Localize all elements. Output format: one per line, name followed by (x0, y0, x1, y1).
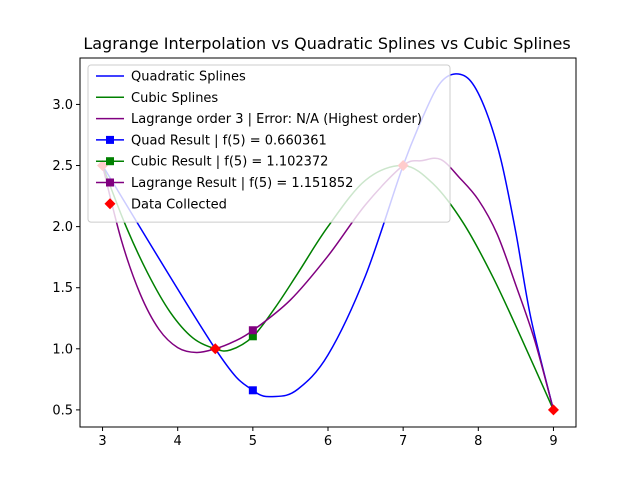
legend-label-quad-result: Quad Result | f(5) = 0.660361 (131, 133, 327, 148)
legend-label-lagrange-order-3: Lagrange order 3 | Error: N/A (Highest o… (131, 112, 422, 127)
data-point-1 (209, 343, 221, 355)
legend-label-data-collected: Data Collected (131, 197, 227, 212)
x-tick-label-2: 5 (249, 434, 257, 449)
y-tick-label-3: 2.0 (52, 220, 73, 235)
legend-marker-quad-result (106, 135, 114, 144)
y-tick-label-0: 0.5 (52, 403, 73, 418)
chart-title: Lagrange Interpolation vs Quadratic Spli… (83, 34, 570, 53)
x-tick-label-0: 3 (98, 434, 106, 449)
x-tick-label-5: 8 (474, 434, 482, 449)
data-point-3 (547, 404, 559, 416)
legend-label-cubic-result: Cubic Result | f(5) = 1.102372 (131, 155, 328, 170)
result-marker-cubic (248, 332, 257, 341)
legend-label-cubic-splines: Cubic Splines (131, 91, 218, 106)
x-tick-label-3: 6 (324, 434, 332, 449)
series-line-lagrange-order-3 (101, 157, 555, 411)
legend-marker-cubic-result (106, 157, 114, 166)
legend-label-quadratic-splines: Quadratic Splines (131, 70, 246, 85)
result-marker-lagrange (248, 326, 257, 335)
y-tick-label-4: 2.5 (52, 159, 73, 174)
legend-label-lagrange-result: Lagrange Result | f(5) = 1.151852 (131, 176, 353, 191)
series-line-cubic-splines (101, 164, 555, 411)
legend-marker-data-collected (104, 198, 116, 210)
x-tick-label-4: 7 (399, 434, 407, 449)
y-tick-label-1: 1.0 (52, 342, 73, 357)
result-marker-quad (248, 386, 257, 395)
y-tick-label-5: 3.0 (52, 98, 73, 113)
y-tick-label-2: 1.5 (52, 281, 73, 296)
legend-box (87, 64, 451, 223)
legend: Quadratic Splines Cubic Splines Lagrange o… (87, 64, 451, 223)
x-tick-label-1: 4 (174, 434, 182, 449)
ticks-layer: 3 4 5 6 7 8 9 0.5 1.0 1.5 2.0 2.5 3.0 (52, 98, 557, 449)
x-tick-label-6: 9 (549, 434, 557, 449)
legend-marker-lagrange-result (106, 178, 114, 187)
